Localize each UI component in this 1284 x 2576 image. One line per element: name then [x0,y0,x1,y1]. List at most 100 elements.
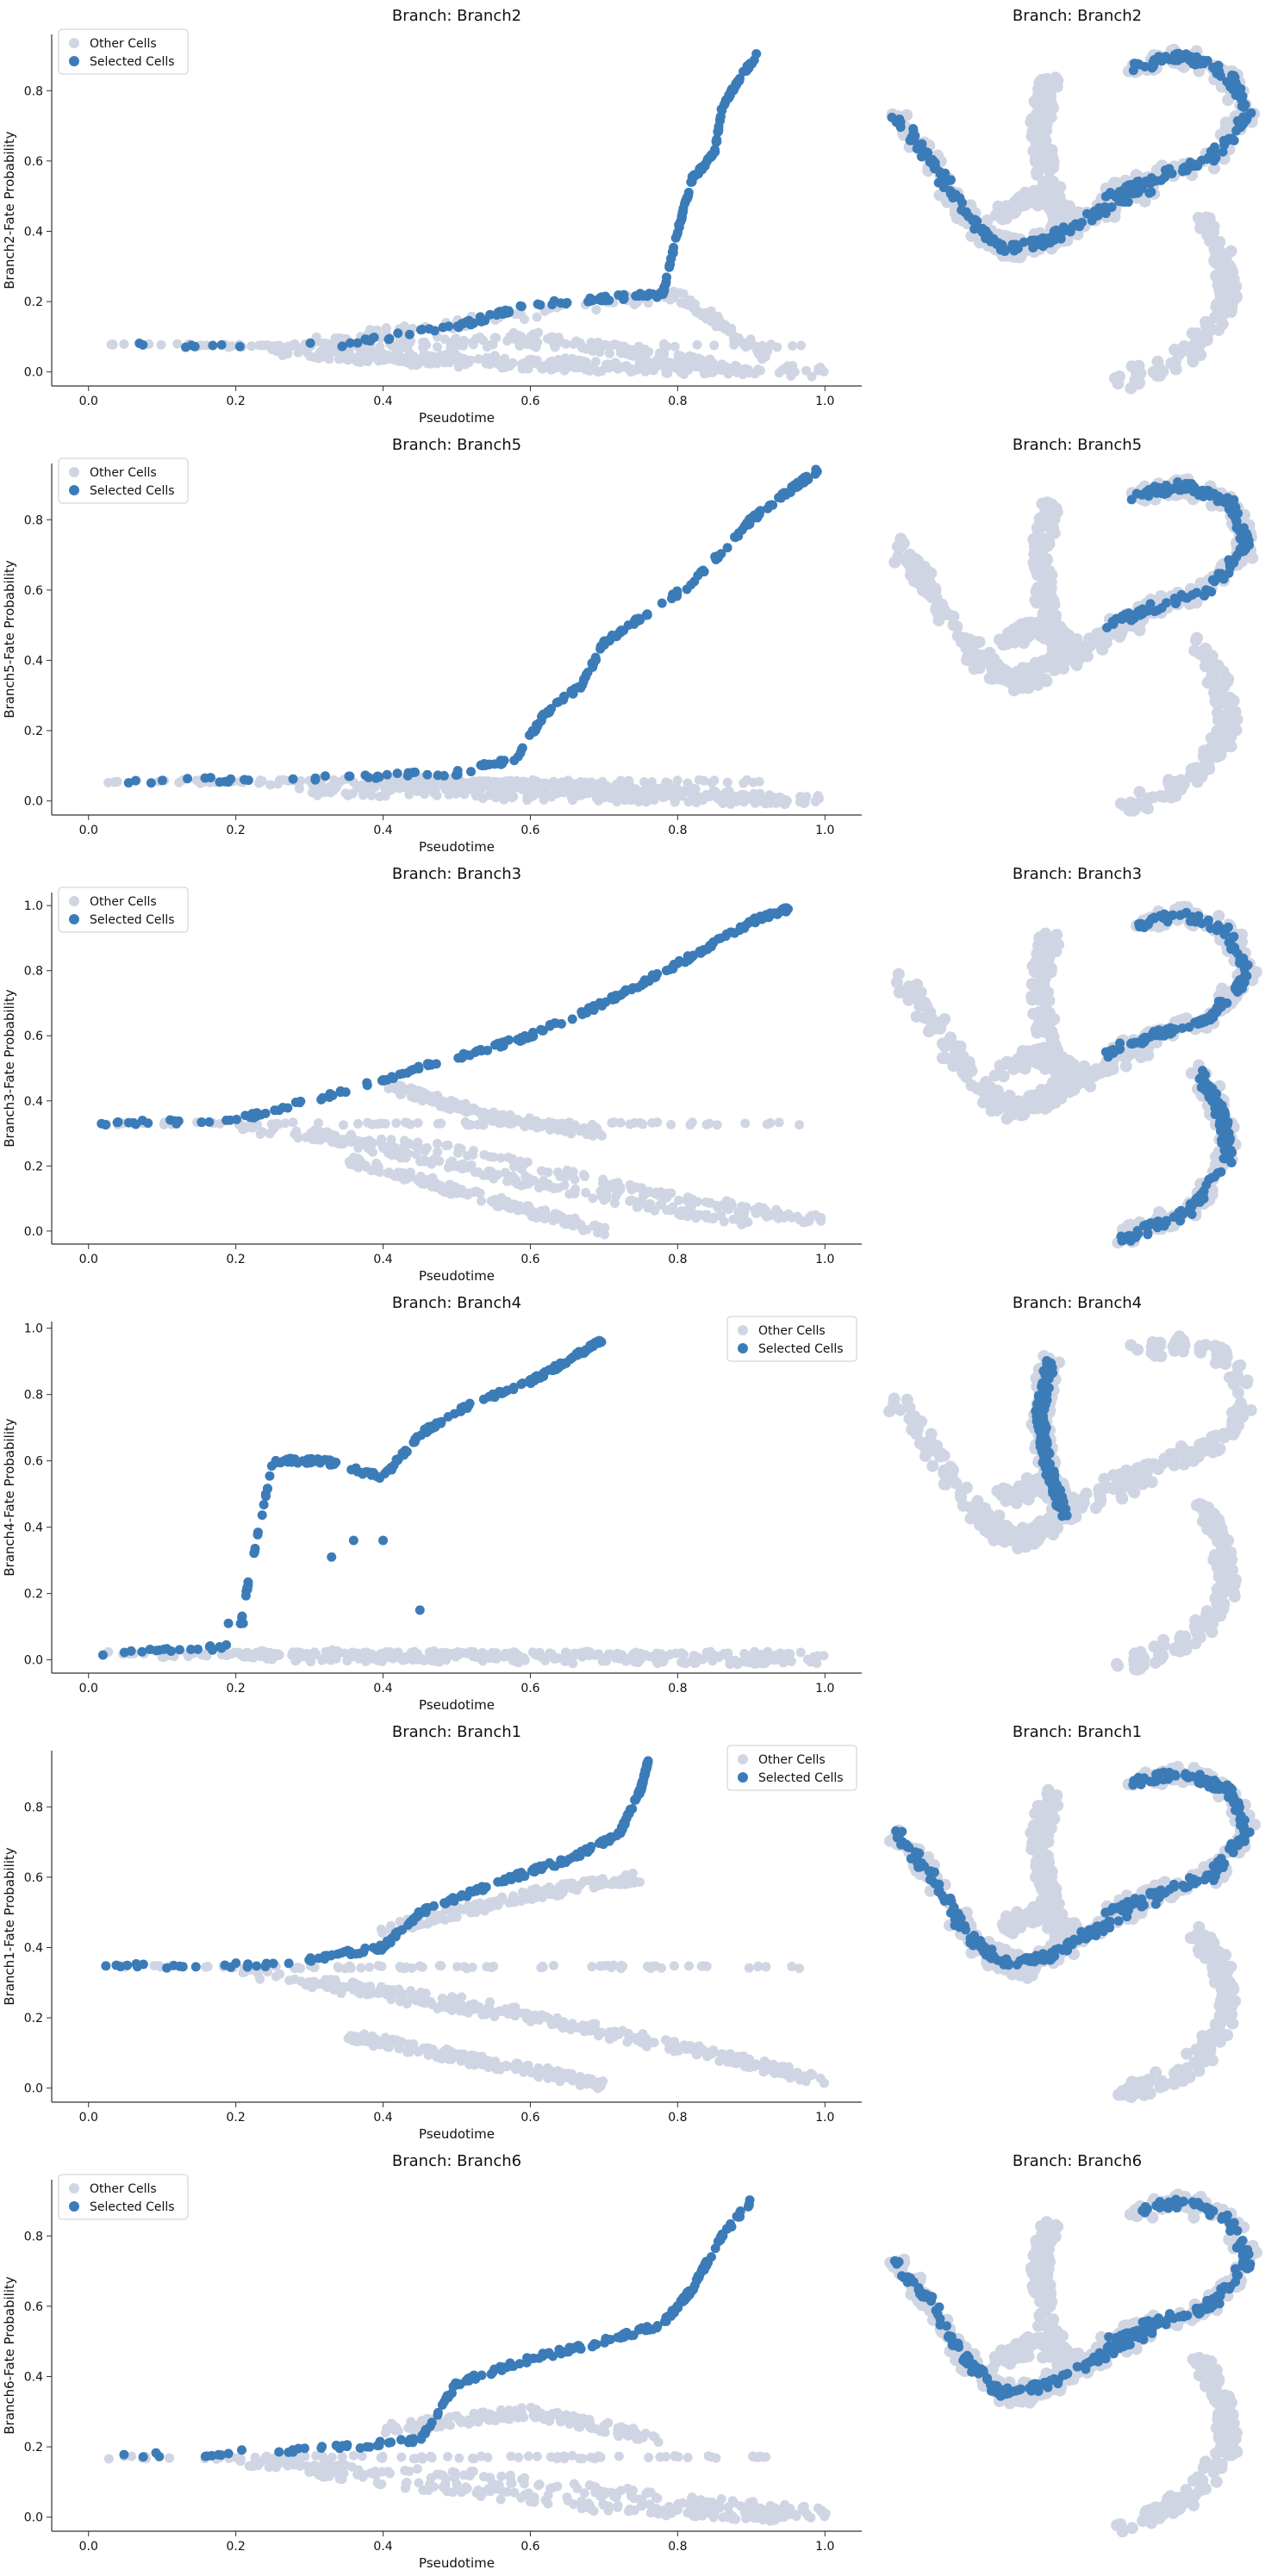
other-cell-point [546,2411,557,2421]
selected-cell-point [220,1960,230,1970]
other-cell-point [703,2451,714,2461]
other-cell-point [494,777,504,787]
y-tick-label: 0.2 [24,1160,43,1173]
other-cell-point [391,1118,402,1129]
other-cell-point [646,1962,657,1972]
other-cell-point [527,777,537,787]
selected-cell-point [395,1069,405,1080]
other-cell-point [334,2473,345,2484]
scatter-points [103,464,825,810]
other-cell-point [596,1130,607,1141]
selected-cell-point [427,1422,438,1432]
selected-cell-point [234,341,245,352]
selected-cell-point [424,324,434,334]
selected-cell-point [266,1461,277,1472]
other-cell-point [807,371,817,382]
y-tick-label: 0.8 [24,1801,43,1814]
other-cell-point [726,799,736,809]
selected-cell-point [489,759,500,769]
other-cell-point [432,1650,442,1660]
legend-marker [738,1754,748,1764]
other-cell-point [327,2452,337,2462]
other-cell-point [514,2453,524,2463]
y-tick-label: 0.4 [24,2370,43,2384]
x-axis-label: Pseudotime [419,410,495,426]
selected-cell-point [101,1961,111,1971]
other-cell-point [404,339,414,349]
other-cell-point [685,295,695,305]
y-tick-label: 0.4 [24,1095,43,1109]
other-cell-point [235,2454,246,2464]
selected-cell-point [551,1018,561,1029]
other-cell-point [554,2019,564,2030]
other-cell-point [815,2073,826,2083]
other-cell-point [423,2485,433,2495]
other-cell-point [757,1207,768,1217]
selected-cell-point [678,203,689,214]
other-cell-point [519,1179,529,1190]
selected-cell-point [288,774,298,784]
other-cell-point [254,340,265,351]
other-cell-point [309,1647,320,1658]
other-cell-point [708,2045,719,2056]
selected-cell-point [777,490,788,501]
chart-title: Branch: Branch3 [392,865,521,883]
selected-cell-point [290,1454,300,1465]
selected-cell-point [253,1110,264,1120]
other-cell-point [739,1648,750,1658]
selected-cell-point [640,1770,651,1780]
other-cell-point [357,2451,367,2461]
selected-cell-point [735,922,745,932]
other-cell-point [423,2043,433,2053]
selected-cell-point [578,674,589,684]
other-cell-point [345,352,355,362]
other-cell-point [519,2412,529,2423]
other-cell-point [787,1961,797,1971]
other-cell-point [203,1962,213,1972]
selected-cell-point [378,1535,389,1546]
other-cell-point [502,2486,512,2497]
other-cell-point [452,1646,463,1657]
other-cell-point [633,341,644,352]
other-cell-point [334,777,345,787]
other-cell-point [353,1143,364,1154]
y-tick-label: 0.2 [24,725,43,738]
other-cell-point [714,794,725,805]
selected-cell-point [787,482,797,492]
other-cell-point [366,790,377,800]
legend-label: Selected Cells [758,1771,844,1785]
selected-cell-point [208,340,218,351]
selected-cell-point [525,1375,535,1385]
selected-cell-point [496,1389,507,1399]
other-cell-point [550,787,560,797]
legend-marker [69,467,79,477]
x-tick-label: 0.4 [373,1682,392,1696]
other-cell-point [475,1898,485,1908]
other-cell-point [361,348,371,358]
other-cell-point [432,1138,442,1148]
selected-cell-point [385,1938,396,1948]
other-cell-point [609,1117,620,1128]
selected-cell-point [711,137,721,147]
other-cell-point [543,2073,553,2083]
other-cell-point [324,1133,334,1143]
other-cell-point [409,354,420,364]
other-cell-point [172,339,183,349]
y-tick-label: 0.8 [24,513,43,527]
other-cell-point [609,2492,620,2502]
selected-cell-point [501,305,511,315]
x-tick-label: 1.0 [815,1682,834,1696]
selected-cell-point [538,1369,548,1379]
other-cell-point [743,364,753,375]
other-cell-point [396,1089,407,1099]
selected-cell-point [558,694,568,705]
other-cell-point [517,1204,527,1215]
selected-cell-point [346,1465,357,1475]
x-tick-label: 0.8 [668,824,687,837]
other-cell-point [484,359,495,370]
other-cell-point [644,2452,654,2462]
selected-cell-point [516,302,527,312]
other-cell-point [365,1962,375,1972]
y-tick-label: 0.8 [24,2230,43,2243]
selected-cell-point [745,519,755,529]
